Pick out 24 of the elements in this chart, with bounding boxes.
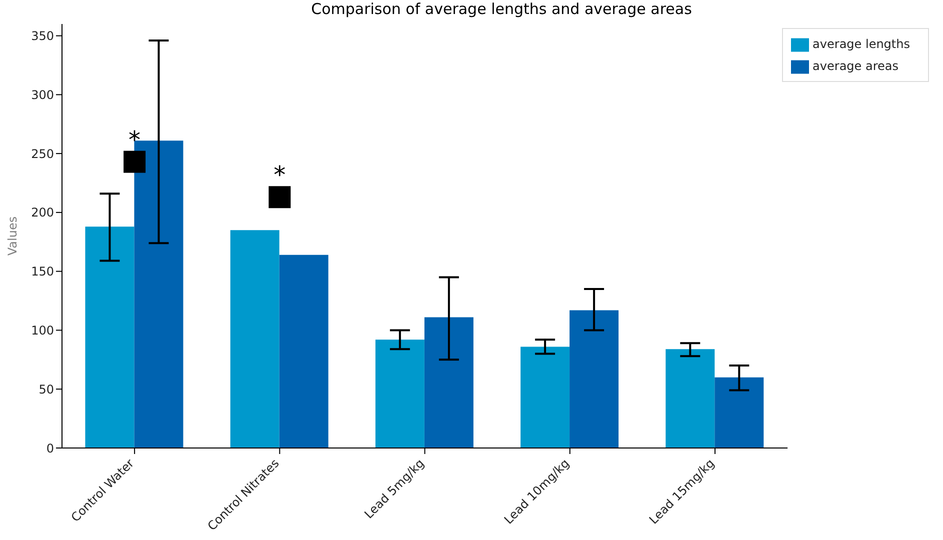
y-tick-label: 0 <box>46 441 54 456</box>
y-tick-label: 350 <box>31 29 54 44</box>
bar <box>714 377 764 448</box>
bar <box>666 349 715 448</box>
bar <box>375 340 424 448</box>
y-tick-label: 50 <box>38 382 54 396</box>
y-tick-label: 250 <box>31 146 54 161</box>
annotation: * <box>128 126 141 154</box>
bar <box>520 346 570 448</box>
chart-title: Comparison of average lengths and average areas <box>310 0 693 18</box>
y-tick-label: 100 <box>31 323 54 338</box>
y-tick-label: 150 <box>31 264 54 279</box>
bar <box>570 310 619 448</box>
y-axis-title: Values <box>5 216 20 256</box>
bar <box>230 230 280 448</box>
bar <box>424 317 474 448</box>
bar <box>279 254 328 448</box>
y-tick-label: 200 <box>31 206 54 220</box>
bar <box>85 226 134 448</box>
legend-label: average lengths <box>812 37 910 51</box>
y-tick-label: 300 <box>31 88 54 102</box>
annotation: * <box>274 161 286 190</box>
legend-label: average areas <box>812 59 898 73</box>
bar <box>134 140 184 448</box>
